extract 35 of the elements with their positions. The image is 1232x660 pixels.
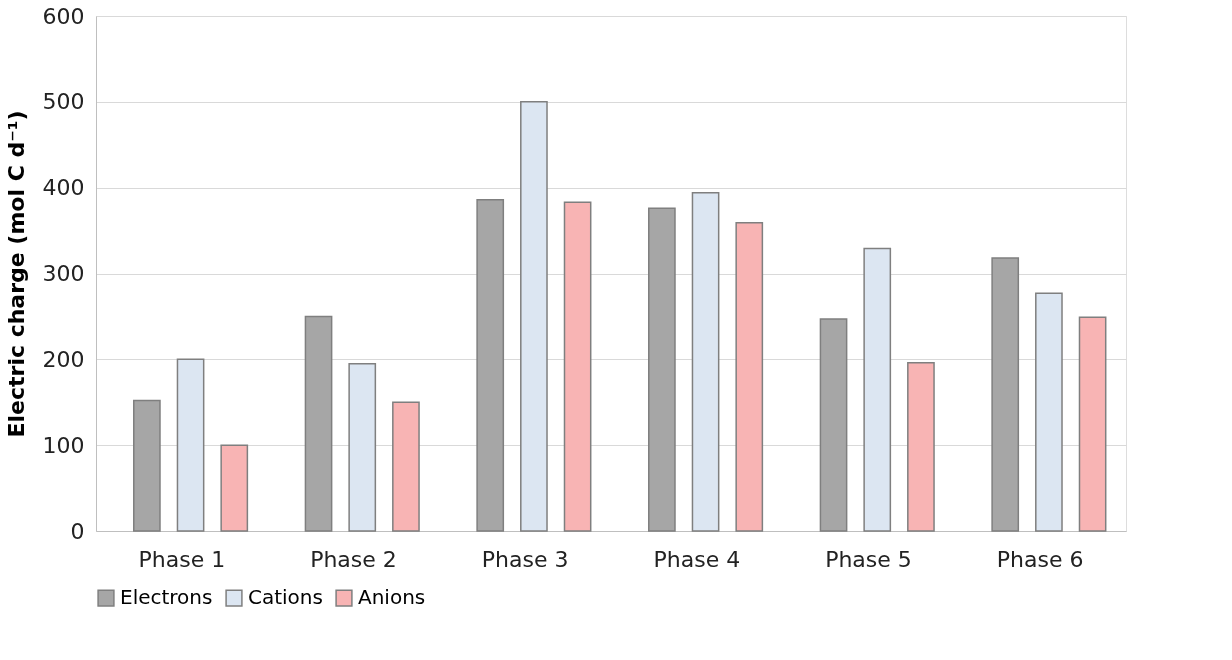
x-tick-label: Phase 5: [825, 546, 912, 572]
legend-label: Cations: [248, 585, 323, 610]
x-tick-label: Phase 1: [138, 546, 226, 572]
bar: [691, 192, 720, 532]
y-tick-label: 500: [42, 89, 85, 115]
bar: [563, 201, 592, 532]
x-tick-label: Phase 6: [996, 546, 1084, 572]
y-tick-label: 0: [70, 518, 85, 544]
x-tick-label: Phase 3: [481, 546, 569, 572]
bar: [907, 362, 935, 532]
bar: [648, 207, 676, 532]
bar: [735, 222, 764, 532]
y-tick-label: 600: [42, 3, 85, 29]
bar: [476, 198, 505, 532]
bar: [1035, 292, 1063, 532]
y-tick-label: 200: [42, 346, 85, 372]
legend-label: Electrons: [120, 585, 213, 610]
y-axis-title: Electric charge (mol C d⁻¹): [3, 110, 29, 438]
legend-label: Anions: [358, 585, 426, 610]
y-tick-label: 100: [42, 432, 85, 458]
bar: [133, 399, 161, 532]
bar: [863, 247, 892, 532]
y-tick-label: 300: [42, 261, 85, 286]
bar: [348, 362, 377, 532]
bar: [520, 101, 548, 532]
x-tick-label: Phase 4: [653, 546, 741, 572]
bar: [220, 444, 249, 532]
bar: [176, 358, 205, 532]
bar: [304, 315, 333, 532]
x-tick-label: Phase 2: [310, 546, 397, 572]
bar: [1078, 316, 1107, 532]
y-tick-label: 400: [42, 175, 85, 201]
bar: [819, 318, 848, 532]
bar: [392, 401, 420, 532]
bar: [991, 257, 1020, 532]
